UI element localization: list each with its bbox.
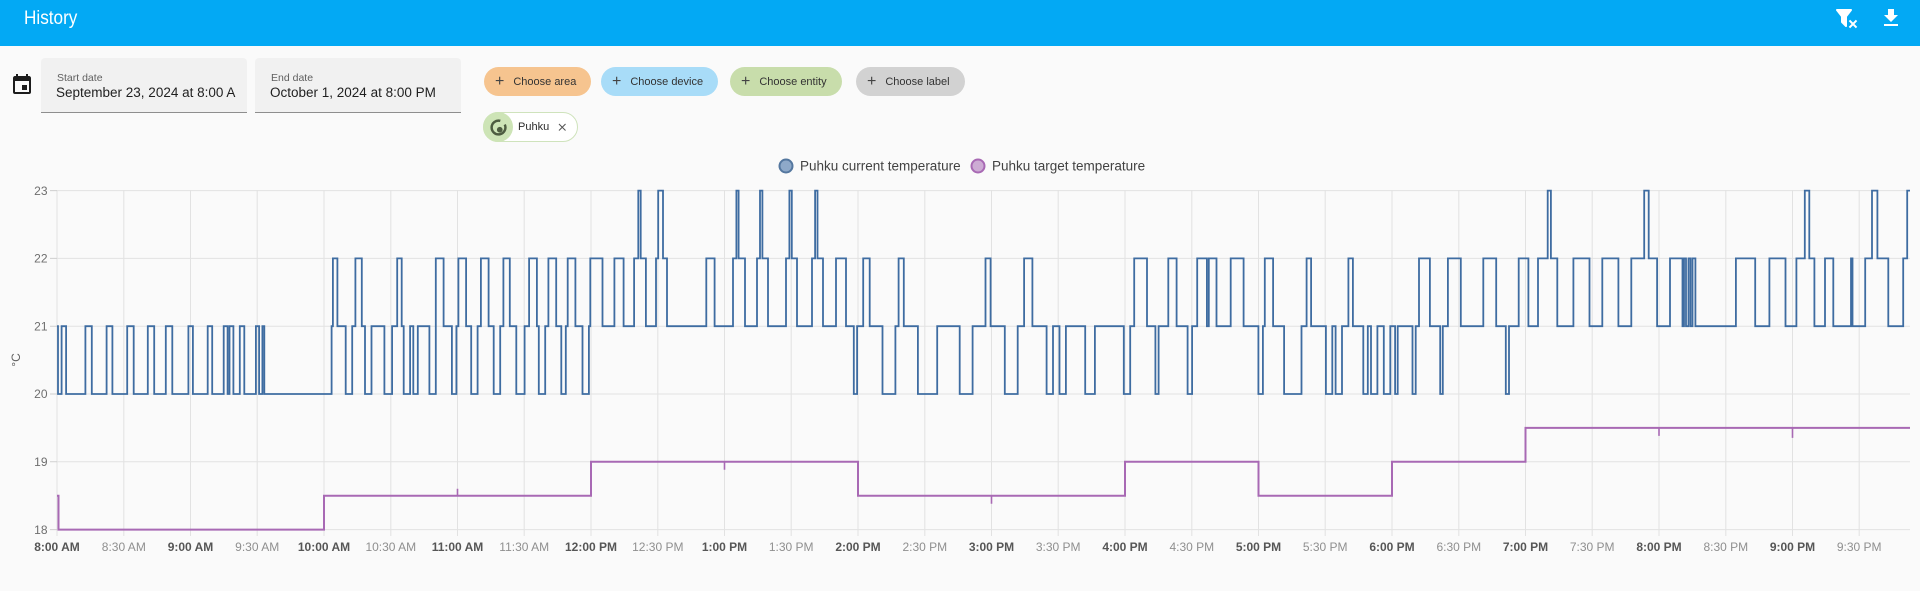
svg-text:8:30 AM: 8:30 AM — [102, 540, 146, 554]
svg-text:5:30 PM: 5:30 PM — [1303, 540, 1348, 554]
svg-text:2:00 PM: 2:00 PM — [835, 540, 880, 554]
svg-text:7:30 PM: 7:30 PM — [1570, 540, 1615, 554]
svg-text:9:00 PM: 9:00 PM — [1770, 540, 1815, 554]
svg-text:8:30 PM: 8:30 PM — [1703, 540, 1748, 554]
svg-text:7:00 PM: 7:00 PM — [1503, 540, 1548, 554]
svg-text:8:00 AM: 8:00 AM — [34, 540, 80, 554]
svg-text:18: 18 — [34, 523, 48, 537]
svg-text:9:30 AM: 9:30 AM — [235, 540, 279, 554]
svg-text:3:30 PM: 3:30 PM — [1036, 540, 1081, 554]
svg-text:22: 22 — [34, 252, 48, 266]
svg-text:10:30 AM: 10:30 AM — [365, 540, 416, 554]
svg-text:3:00 PM: 3:00 PM — [969, 540, 1014, 554]
svg-text:11:00 AM: 11:00 AM — [432, 540, 484, 554]
svg-text:23: 23 — [34, 184, 48, 198]
svg-text:9:00 AM: 9:00 AM — [168, 540, 214, 554]
svg-text:11:30 AM: 11:30 AM — [499, 540, 549, 554]
svg-text:12:00 PM: 12:00 PM — [565, 540, 617, 554]
svg-text:10:00 AM: 10:00 AM — [298, 540, 350, 554]
svg-text:5:00 PM: 5:00 PM — [1236, 540, 1281, 554]
svg-text:12:30 PM: 12:30 PM — [632, 540, 683, 554]
svg-text:6:30 PM: 6:30 PM — [1436, 540, 1481, 554]
svg-text:8:00 PM: 8:00 PM — [1636, 540, 1681, 554]
svg-text:19: 19 — [34, 455, 48, 469]
svg-text:9:30 PM: 9:30 PM — [1837, 540, 1882, 554]
svg-text:21: 21 — [34, 319, 48, 333]
svg-text:6:00 PM: 6:00 PM — [1369, 540, 1414, 554]
svg-text:1:00 PM: 1:00 PM — [702, 540, 747, 554]
svg-text:4:00 PM: 4:00 PM — [1102, 540, 1147, 554]
svg-text:°C: °C — [9, 353, 23, 367]
svg-text:Puhku current temperature: Puhku current temperature — [800, 159, 961, 174]
svg-text:1:30 PM: 1:30 PM — [769, 540, 814, 554]
svg-text:Puhku target temperature: Puhku target temperature — [992, 159, 1145, 174]
svg-text:2:30 PM: 2:30 PM — [902, 540, 947, 554]
svg-text:20: 20 — [34, 387, 48, 401]
svg-text:4:30 PM: 4:30 PM — [1169, 540, 1214, 554]
